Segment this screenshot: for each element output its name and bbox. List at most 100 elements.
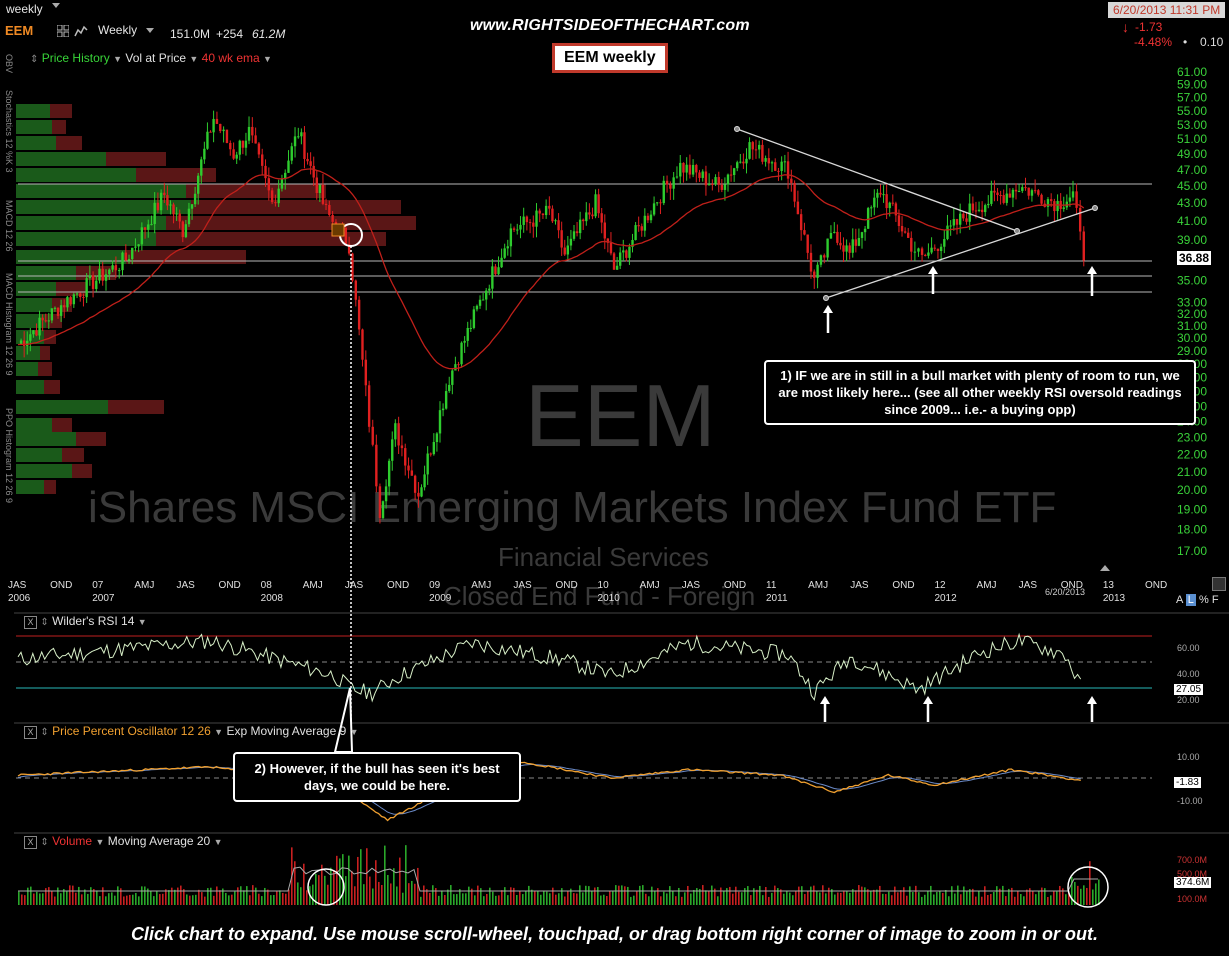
candle-down xyxy=(91,275,95,289)
volume-bar xyxy=(351,870,353,905)
candle-up xyxy=(140,227,144,245)
volume-bar xyxy=(570,888,572,905)
chevron-down-icon[interactable] xyxy=(52,3,60,8)
chevron-down-icon[interactable]: ▼ xyxy=(189,54,199,64)
ppo-label[interactable]: Price Percent Oscillator 12 26 xyxy=(52,724,211,738)
candle-up xyxy=(98,268,101,281)
volume-bar xyxy=(444,895,446,905)
candle-down xyxy=(563,247,566,255)
x-tick-label: AMJ xyxy=(471,580,491,591)
candle-up xyxy=(1021,187,1024,191)
volume-bar xyxy=(213,895,215,905)
chevron-down-icon[interactable]: ▼ xyxy=(213,837,223,847)
chart-type-icon[interactable] xyxy=(74,24,88,37)
axis-log-button[interactable]: L xyxy=(1185,594,1196,606)
chevron-down-icon[interactable]: ▼ xyxy=(137,617,147,627)
interval-select[interactable]: Weekly xyxy=(98,23,138,37)
volume-bar xyxy=(384,845,386,905)
volume-bar xyxy=(336,855,338,905)
drag-handle-icon[interactable]: ⇕ xyxy=(40,837,49,848)
axis-percent-button[interactable]: % xyxy=(1198,594,1209,606)
candle-down xyxy=(955,219,959,225)
candle-up xyxy=(47,320,51,322)
chevron-down-icon[interactable]: ▼ xyxy=(214,727,224,737)
volume-bar xyxy=(192,895,194,905)
drag-handle-icon[interactable]: ⇕ xyxy=(40,617,49,628)
candle-down xyxy=(803,230,806,235)
volume-bar xyxy=(462,893,464,905)
candle-up xyxy=(85,278,88,298)
volume-bar xyxy=(36,891,38,905)
vap-down-bar xyxy=(44,380,60,394)
candle-down xyxy=(1014,189,1018,192)
change-pct: -4.48% xyxy=(1134,35,1173,49)
support-arrow-head xyxy=(928,266,938,274)
candle-down xyxy=(347,244,351,254)
close-icon[interactable]: X xyxy=(24,836,37,849)
x-tick-label: 08 xyxy=(261,580,273,591)
ppo-signal-label[interactable]: Exp Moving Average 9 xyxy=(226,724,347,738)
volume-bar xyxy=(429,892,431,905)
volume-bar xyxy=(273,895,275,905)
volume-bar xyxy=(753,888,755,905)
axis-auto-button[interactable]: A xyxy=(1176,594,1183,606)
vap-up-bar xyxy=(16,152,106,166)
drag-handle-icon[interactable]: ⇕ xyxy=(40,727,49,738)
volume-bar xyxy=(48,887,50,905)
vap-down-bar xyxy=(72,464,92,478)
vap-up-bar xyxy=(16,298,52,312)
volume-bar xyxy=(579,885,581,905)
timeframe-menu[interactable]: weekly xyxy=(6,2,43,16)
candle-down xyxy=(774,162,777,171)
y-tick-label: 18.00 xyxy=(1177,523,1207,537)
chevron-down-icon[interactable]: ▼ xyxy=(95,837,105,847)
volume-bar xyxy=(561,888,563,905)
volume-bar xyxy=(594,887,596,905)
y-tick-label: 41.00 xyxy=(1177,214,1207,228)
volume-bar xyxy=(303,863,305,905)
vap-up-bar xyxy=(16,104,50,118)
candle-down xyxy=(640,226,643,231)
volume-ma-label[interactable]: Moving Average 20 xyxy=(107,834,211,848)
volume-bar xyxy=(660,896,662,905)
volume-label[interactable]: Volume xyxy=(52,834,93,848)
legend-ema[interactable]: 40 wk ema xyxy=(201,51,260,65)
rsi-arrow-head xyxy=(820,696,830,704)
chevron-down-icon[interactable]: ▼ xyxy=(349,727,359,737)
axis-fit-button[interactable]: F xyxy=(1211,594,1219,606)
close-icon[interactable]: X xyxy=(24,616,37,629)
ticker-symbol[interactable]: EEM xyxy=(5,23,34,38)
volume-bar xyxy=(324,875,326,905)
volume-bar xyxy=(771,892,773,905)
candle-up xyxy=(770,162,774,164)
volume-bar xyxy=(318,875,320,905)
legend-price-history[interactable]: Price History xyxy=(41,51,110,65)
candle-up xyxy=(569,238,573,246)
volume-bar xyxy=(450,885,452,905)
volume-bar xyxy=(726,888,728,905)
candle-down xyxy=(56,307,60,316)
chevron-down-icon[interactable]: ▼ xyxy=(113,54,123,64)
candle-down xyxy=(512,228,516,230)
drag-handle-icon[interactable]: ⇕ xyxy=(30,54,39,65)
candle-down xyxy=(848,245,851,253)
rsi-label[interactable]: Wilder's RSI 14 xyxy=(52,614,135,628)
volume-highlight-circle xyxy=(307,868,345,906)
volume-bar xyxy=(924,894,926,905)
candle-down xyxy=(101,268,104,281)
pencil-icon[interactable] xyxy=(1212,577,1226,591)
volume-value: 374.6M xyxy=(1174,877,1212,888)
volume-bar xyxy=(96,890,98,905)
vap-up-bar xyxy=(16,136,56,150)
candle-up xyxy=(535,210,538,227)
chevron-down-icon[interactable]: ▼ xyxy=(263,54,272,64)
chevron-down-icon[interactable] xyxy=(146,28,154,33)
candle-down xyxy=(41,317,44,321)
vap-up-bar xyxy=(16,464,72,478)
volume-bar xyxy=(648,896,650,905)
close-icon[interactable]: X xyxy=(24,726,37,739)
volume-bar xyxy=(981,896,983,905)
legend-vol-at-price[interactable]: Vol at Price xyxy=(125,51,187,65)
x-tick-label: OND xyxy=(219,580,241,591)
